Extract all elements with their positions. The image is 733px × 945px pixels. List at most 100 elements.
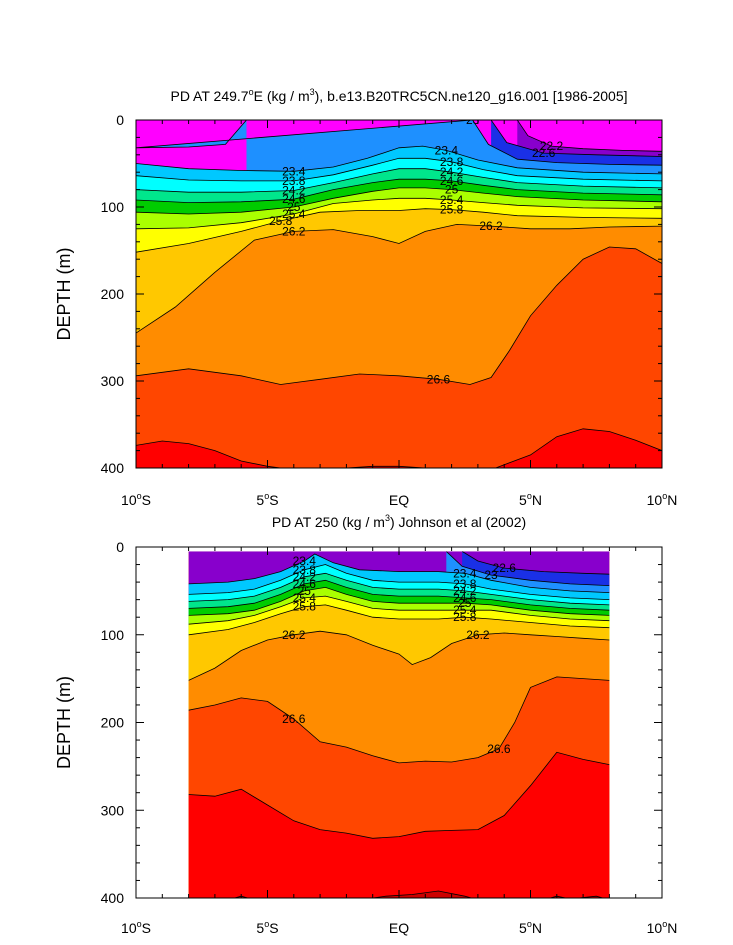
contour-label: 26.2: [282, 224, 306, 238]
density-field: 22.222.62323.423.423.823.824.224.224.624…: [136, 113, 662, 468]
contour-label: 24.2: [293, 570, 317, 584]
isopycnal-line: [188, 630, 610, 681]
band-fill: [495, 428, 662, 468]
band-fill: [136, 247, 662, 468]
contour-label: 26.2: [466, 628, 490, 642]
isopycnal-line: [136, 120, 662, 166]
isopycnal-line: [188, 564, 610, 600]
isopycnal-line: [136, 145, 662, 175]
isopycnal-line: [188, 595, 610, 625]
x-tick-label: 5oN: [519, 919, 542, 936]
y-tick-label: 100: [101, 627, 125, 643]
contour-label: 25.8: [269, 214, 293, 228]
isopycnal-line: [188, 604, 610, 636]
y-tick-label: 200: [101, 715, 125, 731]
contour-label: 25.8: [440, 203, 464, 217]
contour-label: 23.8: [282, 174, 306, 188]
contour-label: 26.2: [479, 219, 503, 233]
contour-label: 25: [298, 584, 312, 598]
isopycnal-line: [516, 120, 662, 152]
isopycnal-line: [369, 890, 473, 898]
contour-label: 24.6: [453, 591, 477, 605]
contour-label: 23: [466, 113, 480, 127]
isopycnal-line: [136, 208, 662, 253]
isopycnal-line: [136, 187, 662, 215]
band-fill: [188, 752, 610, 898]
y-tick-label: 300: [101, 373, 125, 389]
isopycnal-line: [188, 676, 610, 764]
contour-label: 25: [445, 183, 459, 197]
isopycnal-line: [446, 551, 610, 586]
contour-label: 26.2: [282, 628, 306, 642]
x-tick-label: 10oN: [647, 491, 678, 508]
contour-label: 25.4: [440, 193, 464, 207]
contour-label: 24.2: [282, 183, 306, 197]
contour-label: 24.2: [453, 584, 477, 598]
x-tick-label: 10oS: [121, 919, 151, 936]
y-tick-label: 400: [101, 460, 125, 476]
panel-2: 22.62323.423.423.823.824.224.224.624.625…: [54, 513, 677, 936]
isopycnal-line: [136, 157, 662, 182]
x-tick-label: 5oS: [256, 919, 278, 936]
isopycnal-line: [188, 751, 610, 839]
y-axis-label: DEPTH (m): [54, 676, 74, 769]
isopycnal-line: [136, 197, 662, 230]
isopycnal-line: [188, 553, 610, 593]
contour-label: 23.8: [440, 155, 464, 169]
y-tick-label: 0: [116, 539, 124, 555]
contour-label: 24.2: [440, 165, 464, 179]
contour-label: 25.8: [453, 610, 477, 624]
isopycnal-line: [136, 223, 662, 334]
contour-label: 23.8: [453, 577, 477, 591]
isopycnal-line: [340, 465, 432, 468]
isopycnal-line: [136, 178, 662, 204]
density-field: 22.62323.423.423.823.824.224.224.624.625…: [188, 551, 610, 898]
contour-label: 23: [484, 568, 498, 582]
contour-label: 26.6: [487, 742, 511, 756]
isopycnal-line: [188, 572, 610, 606]
isopycnal-line: [136, 246, 662, 385]
panel-1: 22.222.62323.423.423.823.824.224.224.624…: [54, 87, 677, 508]
contour-label: 25.8: [293, 600, 317, 614]
isopycnal-line: [188, 586, 610, 616]
contour-label: 23.4: [435, 143, 459, 157]
y-tick-label: 400: [101, 890, 125, 906]
contour-label: 22.2: [540, 139, 564, 153]
contour-label: 24.6: [440, 174, 464, 188]
isopycnal-line: [136, 168, 662, 193]
x-tick-label: 5oS: [256, 491, 278, 508]
contour-label: 24.6: [293, 577, 317, 591]
x-tick-label: EQ: [389, 492, 409, 508]
x-tick-label: 10oS: [121, 491, 151, 508]
contour-label: 25.4: [453, 603, 477, 617]
y-tick-label: 200: [101, 286, 125, 302]
contour-label: 24.6: [282, 192, 306, 206]
x-tick-label: 5oN: [519, 491, 542, 508]
contour-label: 23.8: [293, 563, 317, 577]
x-tick-label: EQ: [389, 920, 409, 936]
isopycnal-line: [490, 120, 662, 157]
contour-label: 22.6: [532, 146, 556, 160]
panel-title: PD AT 250 (kg / m3) Johnson et al (2002): [272, 513, 526, 530]
contour-label: 22.6: [493, 561, 517, 575]
contour-label: 25.4: [293, 591, 317, 605]
y-axis-label: DEPTH (m): [54, 248, 74, 341]
contour-label: 25: [458, 596, 472, 610]
isopycnal-line: [548, 895, 605, 898]
contour-label: 23.4: [293, 554, 317, 568]
band-fill: [136, 441, 281, 468]
contour-label: 26.6: [427, 372, 451, 386]
isopycnal-line: [461, 551, 610, 575]
contour-label: 23.4: [453, 566, 477, 580]
contour-label: 25.4: [282, 207, 306, 221]
y-tick-label: 300: [101, 802, 125, 818]
panel-title: PD AT 249.7oE (kg / m3), b.e13.B20TRC5CN…: [170, 87, 627, 104]
isopycnal-line: [188, 579, 610, 611]
contour-label: 23.4: [282, 164, 306, 178]
contour-label: 26.6: [282, 712, 306, 726]
isopycnal-line: [494, 428, 662, 468]
y-tick-label: 100: [101, 199, 125, 215]
y-tick-label: 0: [116, 112, 124, 128]
x-tick-label: 10oN: [647, 919, 678, 936]
